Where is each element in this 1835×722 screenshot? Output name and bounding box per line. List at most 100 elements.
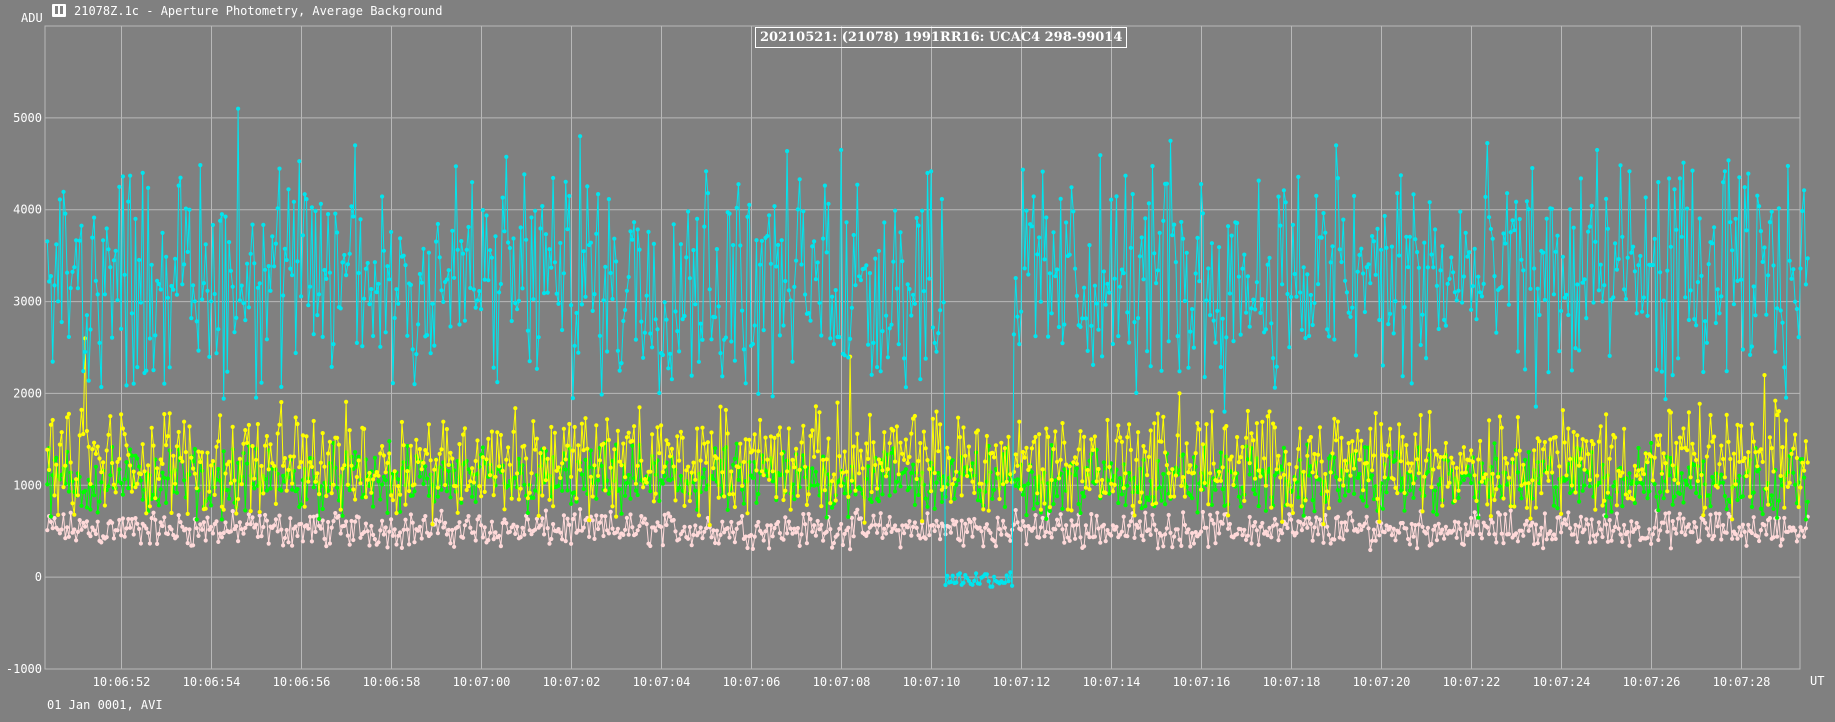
data-point <box>1319 459 1324 464</box>
data-point <box>750 546 756 552</box>
data-point <box>259 534 264 539</box>
data-point <box>720 519 725 524</box>
data-point <box>423 464 428 469</box>
data-point <box>686 481 691 486</box>
data-point <box>1159 368 1164 373</box>
data-point <box>441 525 446 530</box>
data-point <box>174 490 179 495</box>
data-point <box>1778 543 1783 548</box>
data-point <box>1501 541 1506 546</box>
data-point <box>1226 513 1231 518</box>
data-point <box>635 528 640 533</box>
data-point <box>1690 530 1695 535</box>
data-point <box>518 535 523 540</box>
data-point <box>1083 316 1088 321</box>
data-point <box>1024 513 1029 518</box>
data-point <box>1105 528 1110 533</box>
data-point <box>1206 502 1211 507</box>
data-point <box>1121 485 1126 491</box>
data-point <box>709 430 714 435</box>
data-point <box>264 518 269 523</box>
data-point <box>1748 494 1753 499</box>
data-point <box>437 255 442 260</box>
data-point <box>313 208 318 214</box>
data-point <box>1785 163 1790 169</box>
data-point <box>1524 505 1529 510</box>
data-point <box>655 327 660 332</box>
data-point <box>1533 404 1538 409</box>
data-point <box>169 510 174 515</box>
data-point <box>1112 276 1117 281</box>
data-point <box>659 524 664 530</box>
data-point <box>1391 331 1396 336</box>
data-point <box>480 535 485 540</box>
data-point <box>696 359 702 364</box>
data-point <box>221 396 226 401</box>
data-point <box>716 541 721 546</box>
data-point <box>1634 481 1639 486</box>
data-point <box>1613 241 1618 246</box>
data-point <box>884 531 889 536</box>
data-point <box>1519 257 1524 262</box>
data-point <box>446 462 451 467</box>
data-point <box>927 533 932 538</box>
data-point <box>1780 320 1785 325</box>
data-point <box>626 532 631 537</box>
data-point <box>47 467 52 472</box>
data-point <box>1154 528 1159 533</box>
data-point <box>1623 296 1628 302</box>
data-point <box>111 536 116 541</box>
data-point <box>1310 322 1315 328</box>
data-point <box>1623 492 1628 497</box>
data-point <box>1515 470 1520 475</box>
data-point <box>1312 509 1317 514</box>
data-point <box>1785 484 1790 489</box>
data-point <box>392 315 397 321</box>
data-point <box>412 482 417 487</box>
data-point <box>864 533 869 539</box>
data-point <box>394 287 399 292</box>
data-point <box>1582 527 1587 532</box>
data-point <box>304 497 309 502</box>
data-point <box>101 460 106 465</box>
data-point <box>293 524 298 529</box>
data-point <box>1663 511 1668 516</box>
data-point <box>1613 524 1618 530</box>
data-point <box>295 487 300 492</box>
data-point <box>1305 453 1310 458</box>
data-point <box>1217 531 1222 536</box>
data-point <box>817 410 822 415</box>
data-point <box>1742 185 1747 190</box>
data-point <box>1755 193 1760 198</box>
data-point <box>484 457 489 462</box>
data-point <box>844 469 849 474</box>
data-point <box>1166 339 1171 344</box>
data-point <box>932 340 937 345</box>
data-point <box>925 170 930 176</box>
data-point <box>1760 511 1765 517</box>
data-point <box>302 504 307 509</box>
data-point <box>572 343 577 348</box>
data-point <box>736 465 741 470</box>
data-point <box>1539 473 1544 478</box>
data-point <box>1208 471 1213 476</box>
data-point <box>104 448 109 453</box>
data-point <box>927 467 932 472</box>
data-point <box>1559 530 1564 535</box>
data-point <box>1539 491 1544 496</box>
data-point <box>1632 269 1637 274</box>
data-point <box>1323 471 1328 477</box>
data-point <box>1332 537 1337 542</box>
data-point <box>1155 268 1160 273</box>
data-point <box>461 535 466 540</box>
data-point <box>57 197 63 202</box>
data-point <box>615 526 621 531</box>
data-point <box>1343 520 1348 525</box>
data-point <box>588 448 594 453</box>
data-point <box>1370 234 1375 239</box>
data-point <box>1334 143 1339 148</box>
data-point <box>167 365 172 370</box>
data-point <box>547 497 552 502</box>
data-point <box>396 484 401 489</box>
data-point <box>950 458 955 463</box>
